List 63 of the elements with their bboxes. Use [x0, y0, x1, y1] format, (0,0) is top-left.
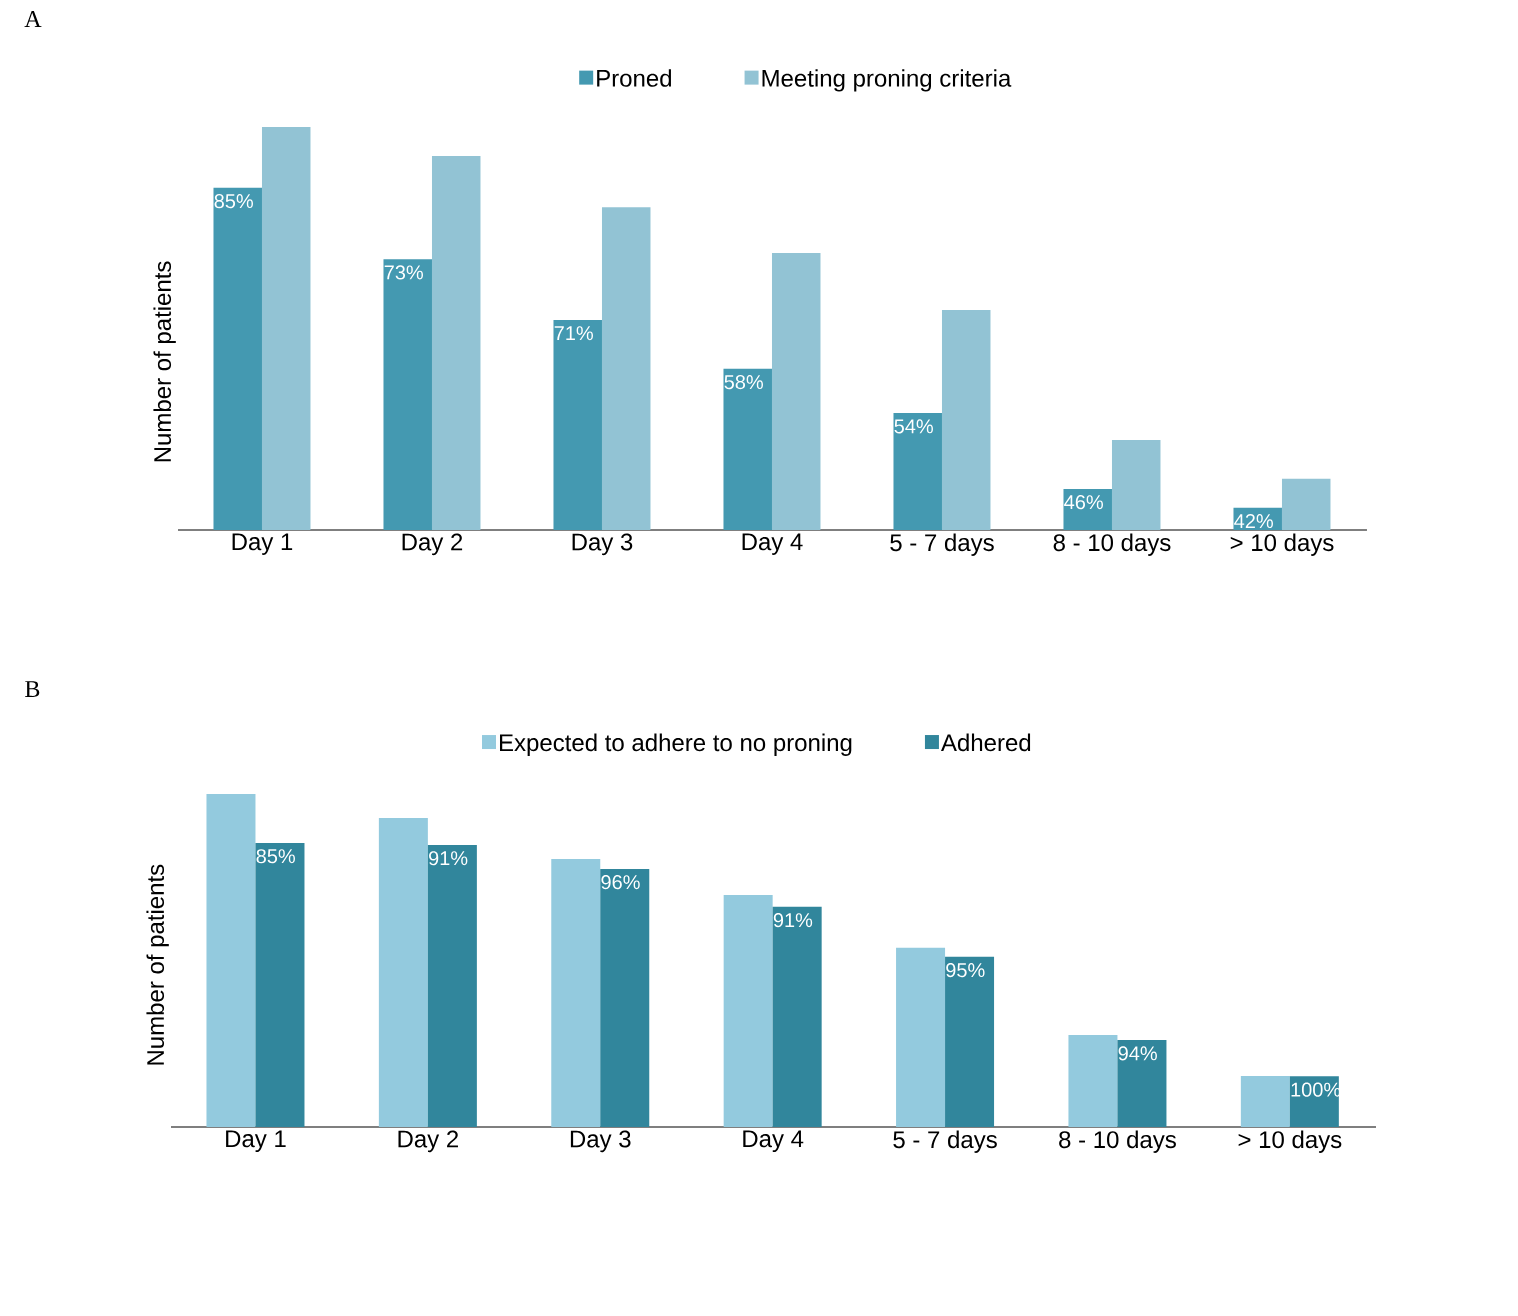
x-tick-label: Day 3 — [572, 533, 633, 556]
bar — [427, 844, 477, 1127]
chart-title: B — [25, 681, 40, 697]
annotation: 54% — [894, 419, 933, 434]
annotation: 46% — [1064, 495, 1103, 510]
annotation: 91% — [429, 851, 468, 866]
legend-label: Proned — [597, 69, 672, 87]
bar — [206, 793, 256, 1127]
bar — [771, 253, 821, 530]
annotation: 42% — [1234, 514, 1273, 529]
y-axis-title: Number of patients — [146, 864, 169, 1065]
bar — [601, 207, 651, 530]
x-tick-label: 8 - 10 days — [1059, 1130, 1176, 1153]
bar — [383, 259, 432, 530]
annotation: 94% — [1118, 1046, 1157, 1061]
x-tick-label: 5 - 7 days — [893, 1130, 997, 1153]
annotation: 85% — [256, 849, 295, 864]
x-tick-label: Day 1 — [232, 533, 293, 556]
bar — [431, 156, 481, 530]
x-tick-label: > 10 days — [1238, 1130, 1342, 1153]
bar — [378, 817, 428, 1127]
bar — [1289, 1076, 1339, 1127]
bar — [1063, 488, 1112, 530]
bar — [213, 187, 262, 530]
legend-label: Adhered — [940, 733, 1031, 752]
bar — [551, 858, 601, 1127]
bar — [945, 956, 995, 1127]
x-tick-label: Day 4 — [742, 533, 803, 556]
annotation: 95% — [946, 963, 985, 978]
annotation: 96% — [601, 875, 640, 890]
legend-label: Meeting proning criteria — [762, 69, 1012, 92]
annotation: 73% — [384, 265, 423, 280]
bar — [723, 368, 772, 530]
x-tick-label: Day 2 — [402, 533, 463, 556]
bar — [553, 320, 602, 530]
bar — [772, 906, 822, 1127]
bar — [1111, 440, 1161, 530]
x-tick-label: 8 - 10 days — [1053, 533, 1171, 556]
bar — [1068, 1035, 1118, 1127]
bar — [1240, 1076, 1290, 1127]
bar — [941, 309, 991, 530]
bar — [261, 126, 311, 530]
annotation: 100% — [1291, 1082, 1341, 1097]
bar — [600, 868, 650, 1127]
bar — [1117, 1040, 1167, 1127]
legend-label: Expected to adhere to no proning — [500, 733, 852, 756]
bar — [255, 842, 305, 1127]
annotation: 71% — [554, 326, 593, 341]
x-tick-label: > 10 days — [1230, 533, 1334, 556]
bar — [893, 413, 942, 530]
y-axis-title: Number of patients — [153, 261, 176, 462]
bar — [723, 894, 773, 1127]
annotation: 58% — [724, 374, 763, 390]
bar — [896, 947, 946, 1127]
x-tick-label: Day 1 — [226, 1130, 286, 1153]
annotation: 91% — [773, 913, 813, 928]
x-tick-label: Day 4 — [743, 1130, 804, 1153]
annotation: 85% — [214, 194, 253, 209]
chart-title: A — [24, 11, 42, 27]
bar — [1281, 478, 1331, 530]
x-tick-label: 5 - 7 days — [890, 533, 994, 556]
x-tick-label: Day 3 — [570, 1130, 631, 1153]
x-tick-label: Day 2 — [398, 1130, 458, 1153]
